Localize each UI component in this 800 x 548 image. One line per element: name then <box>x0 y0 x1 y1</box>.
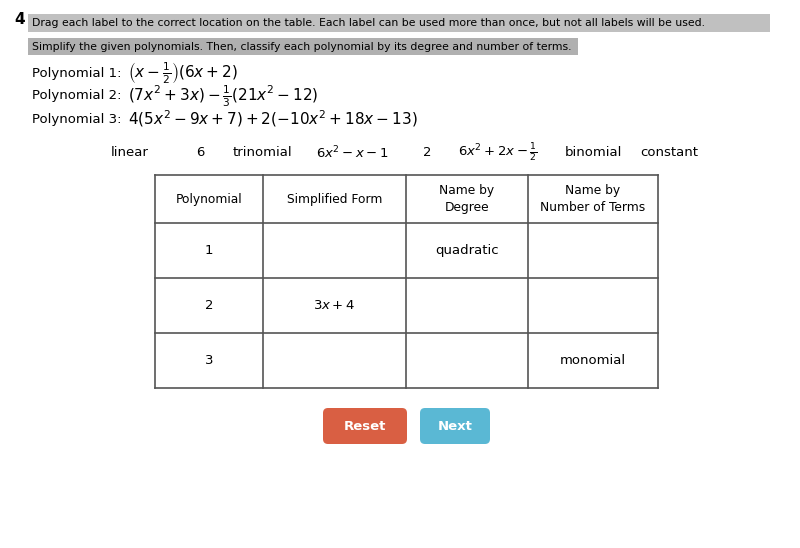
Text: monomial: monomial <box>560 354 626 367</box>
Text: 3: 3 <box>205 354 214 367</box>
Text: Name by
Number of Terms: Name by Number of Terms <box>540 184 646 214</box>
Text: Polynomial 2:: Polynomial 2: <box>32 89 122 102</box>
Text: 1: 1 <box>205 244 214 257</box>
Bar <box>28 14 770 32</box>
Text: $3x + 4$: $3x + 4$ <box>314 299 355 312</box>
Text: Polynomial 3:: Polynomial 3: <box>32 112 122 125</box>
Text: constant: constant <box>640 146 698 159</box>
FancyBboxPatch shape <box>420 408 490 444</box>
Bar <box>28 38 578 55</box>
Text: Drag each label to the correct location on the table. Each label can be used mor: Drag each label to the correct location … <box>32 18 705 28</box>
Text: 2: 2 <box>205 299 214 312</box>
Text: Simplify the given polynomials. Then, classify each polynomial by its degree and: Simplify the given polynomials. Then, cl… <box>32 42 571 52</box>
Text: Name by
Degree: Name by Degree <box>439 184 494 214</box>
Text: $\left(x - \frac{1}{2}\right)(6x + 2)$: $\left(x - \frac{1}{2}\right)(6x + 2)$ <box>128 60 238 86</box>
Text: Reset: Reset <box>344 420 386 432</box>
Text: trinomial: trinomial <box>232 146 292 159</box>
Text: $4(5x^2 - 9x + 7) + 2(-10x^2 + 18x - 13)$: $4(5x^2 - 9x + 7) + 2(-10x^2 + 18x - 13)… <box>128 109 418 129</box>
Text: binomial: binomial <box>564 146 622 159</box>
Text: $(7x^2 + 3x) - \frac{1}{3}(21x^2 - 12)$: $(7x^2 + 3x) - \frac{1}{3}(21x^2 - 12)$ <box>128 83 318 109</box>
Text: $6x^2 - x - 1$: $6x^2 - x - 1$ <box>316 145 388 161</box>
Text: 6: 6 <box>196 146 204 159</box>
Text: linear: linear <box>111 146 149 159</box>
Text: 2: 2 <box>422 146 431 159</box>
Text: quadratic: quadratic <box>435 244 499 257</box>
Text: Simplified Form: Simplified Form <box>287 192 382 206</box>
Text: 4: 4 <box>14 12 25 27</box>
FancyBboxPatch shape <box>323 408 407 444</box>
Text: Polynomial 1:: Polynomial 1: <box>32 66 122 79</box>
Text: Next: Next <box>438 420 473 432</box>
Text: $6x^2 + 2x - \frac{1}{2}$: $6x^2 + 2x - \frac{1}{2}$ <box>458 142 538 164</box>
Text: Polynomial: Polynomial <box>176 192 242 206</box>
